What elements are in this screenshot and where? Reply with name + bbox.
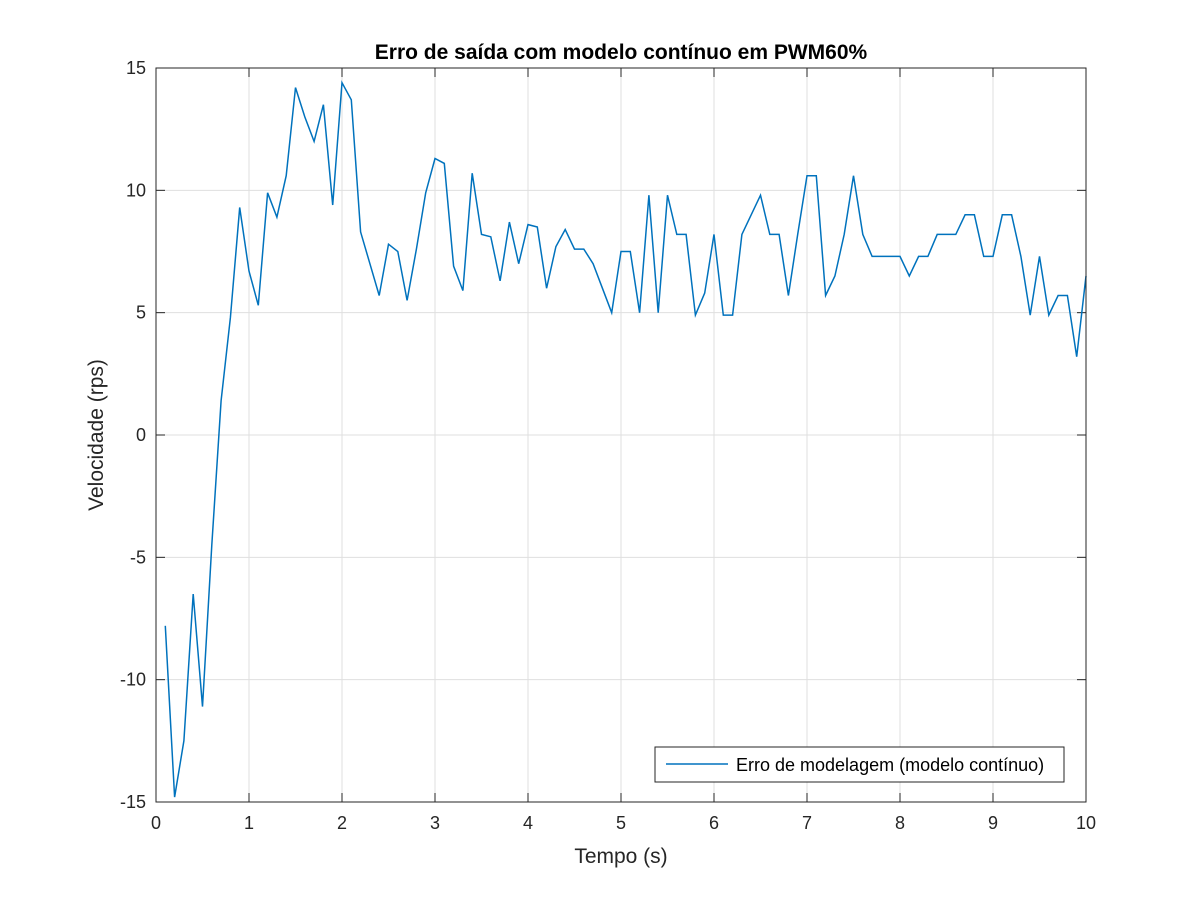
axes-box bbox=[155, 67, 1087, 803]
legend-label: Erro de modelagem (modelo contínuo) bbox=[736, 755, 1044, 775]
x-tick-label: 5 bbox=[616, 813, 626, 833]
y-tick-label: 10 bbox=[126, 180, 146, 200]
series-line bbox=[164, 80, 1087, 798]
y-tick-label: -5 bbox=[130, 547, 146, 567]
x-tick-labels: 0 1 2 3 4 5 6 7 8 9 10 bbox=[151, 813, 1096, 833]
x-tick-label: 8 bbox=[895, 813, 905, 833]
y-tick-label: -10 bbox=[120, 670, 146, 690]
x-tick-label: 4 bbox=[523, 813, 533, 833]
chart-title: Erro de saída com modelo contínuo em PWM… bbox=[375, 41, 868, 64]
x-tick-label: 10 bbox=[1076, 813, 1096, 833]
y-tick-labels: -15 -10 -5 0 5 10 15 bbox=[120, 58, 146, 812]
x-tick-label: 3 bbox=[430, 813, 440, 833]
series-layer bbox=[164, 80, 1087, 798]
y-tick-label: 15 bbox=[126, 58, 146, 78]
x-tick-label: 7 bbox=[802, 813, 812, 833]
x-axis-label: Tempo (s) bbox=[574, 845, 667, 868]
x-tick-label: 0 bbox=[151, 813, 161, 833]
x-tick-label: 6 bbox=[709, 813, 719, 833]
y-axis-label: Velocidade (rps) bbox=[85, 359, 108, 511]
legend: Erro de modelagem (modelo contínuo) bbox=[654, 746, 1065, 783]
x-tick-label: 2 bbox=[337, 813, 347, 833]
x-tick-label: 1 bbox=[244, 813, 254, 833]
y-tick-label: -15 bbox=[120, 792, 146, 812]
x-tick-label: 9 bbox=[988, 813, 998, 833]
y-tick-label: 0 bbox=[136, 425, 146, 445]
grid-lines bbox=[156, 68, 1086, 802]
y-tick-label: 5 bbox=[136, 303, 146, 323]
